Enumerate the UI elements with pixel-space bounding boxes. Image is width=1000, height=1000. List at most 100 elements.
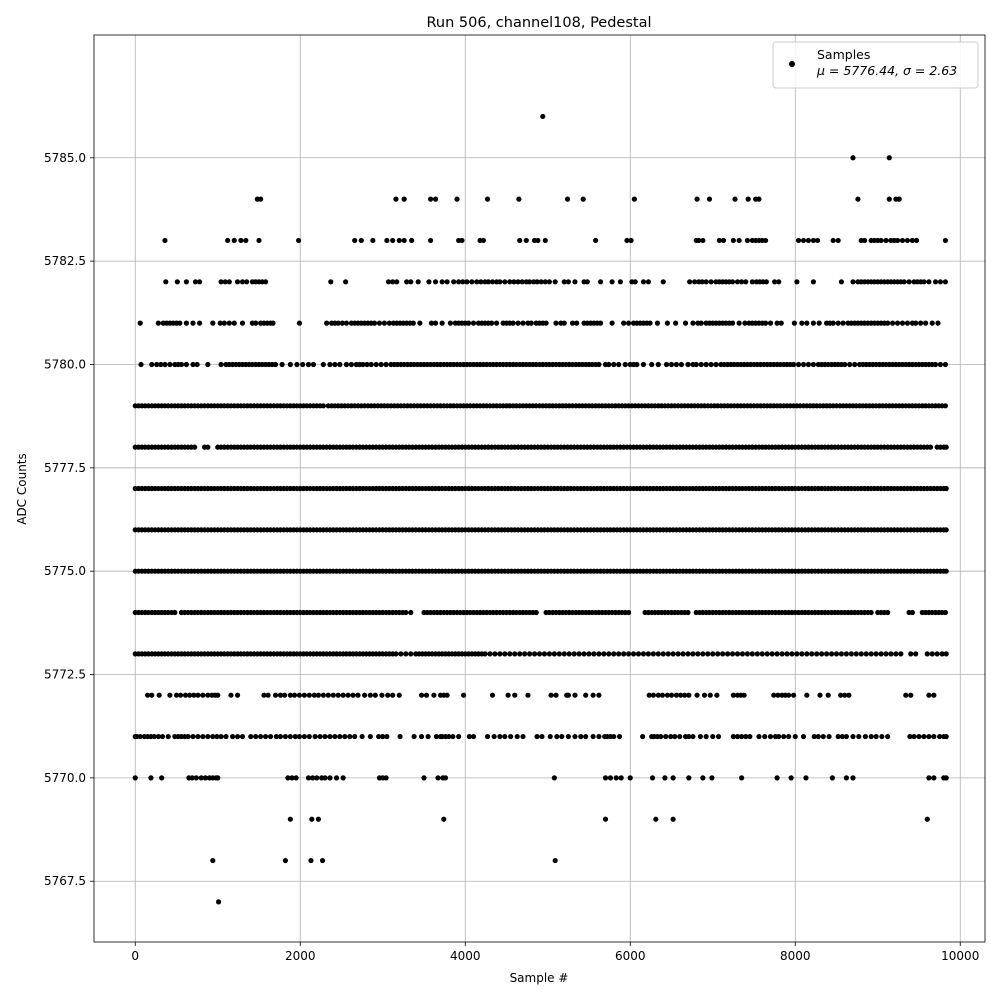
data-point (566, 651, 572, 657)
data-point (791, 320, 798, 326)
data-point (893, 651, 899, 657)
data-point (774, 651, 780, 657)
data-point (932, 279, 939, 285)
data-point (771, 692, 777, 698)
data-point (791, 692, 797, 698)
data-point (703, 733, 709, 740)
data-point (706, 196, 713, 202)
data-point (367, 692, 373, 698)
data-point (277, 692, 284, 698)
data-point (197, 279, 203, 285)
data-point (542, 237, 548, 244)
data-point (282, 857, 288, 864)
data-point (441, 816, 447, 822)
data-point (372, 692, 378, 698)
data-point (921, 733, 927, 740)
data-point (272, 692, 279, 698)
data-point (393, 651, 399, 657)
data-point (607, 775, 614, 781)
data-point (571, 651, 577, 657)
data-point (415, 279, 421, 285)
data-point (695, 651, 701, 657)
data-point (428, 237, 434, 244)
data-point (270, 320, 276, 326)
data-point (343, 279, 349, 285)
data-point (602, 816, 609, 822)
data-point (343, 361, 350, 368)
data-point (709, 775, 715, 781)
data-point (819, 651, 825, 657)
data-point (403, 651, 409, 657)
data-point (300, 361, 306, 368)
data-point (200, 692, 206, 698)
data-point (810, 237, 817, 244)
data-point (312, 733, 318, 740)
data-point (888, 651, 894, 657)
data-point (226, 320, 232, 326)
legend-label: Samples (817, 47, 870, 62)
data-point (543, 320, 549, 326)
data-point (606, 361, 612, 368)
data-point (231, 320, 237, 326)
data-point (942, 361, 949, 368)
data-point (531, 651, 538, 657)
data-point (830, 237, 836, 244)
data-point (410, 320, 416, 326)
data-point (145, 692, 151, 698)
data-point (340, 775, 346, 781)
data-point (640, 733, 646, 740)
data-point (673, 361, 680, 368)
data-point (931, 775, 937, 781)
data-point (799, 651, 805, 657)
data-point (838, 651, 845, 657)
data-point (265, 692, 271, 698)
data-point (781, 733, 787, 740)
data-point (352, 237, 358, 244)
data-point (715, 651, 721, 657)
data-point (450, 733, 456, 740)
data-point (390, 237, 396, 244)
data-point (277, 733, 284, 740)
data-point (225, 237, 231, 244)
data-point (230, 733, 236, 740)
data-point (319, 857, 326, 864)
data-point (710, 651, 716, 657)
data-point (904, 237, 911, 244)
data-point (197, 320, 203, 326)
data-point (855, 196, 861, 202)
data-point (611, 361, 617, 368)
data-point (385, 279, 392, 285)
data-point (534, 279, 540, 285)
data-point (710, 733, 716, 740)
data-point (759, 651, 765, 657)
data-point (734, 733, 741, 740)
data-point (310, 361, 317, 368)
data-point (565, 733, 571, 740)
data-point (937, 279, 944, 285)
data-point (609, 320, 615, 326)
data-point (454, 196, 460, 202)
data-point (687, 279, 693, 285)
data-point (381, 320, 387, 326)
data-point (829, 775, 835, 781)
data-point (534, 733, 540, 740)
data-point (205, 733, 211, 740)
data-point (345, 692, 351, 698)
data-point (814, 237, 821, 244)
data-point (442, 775, 449, 781)
legend-stats-sigma: σ = 2.63 (903, 63, 957, 78)
data-point (337, 361, 343, 368)
data-point (215, 899, 222, 905)
data-point (564, 196, 571, 202)
data-point (215, 775, 221, 781)
data-point (148, 775, 154, 781)
data-point (347, 733, 353, 740)
data-point (403, 609, 409, 616)
data-point (256, 237, 262, 244)
data-point (664, 692, 670, 698)
data-point (650, 651, 656, 657)
data-point (810, 361, 817, 368)
data-point (287, 361, 293, 368)
data-point (311, 692, 317, 698)
data-point (293, 775, 299, 781)
